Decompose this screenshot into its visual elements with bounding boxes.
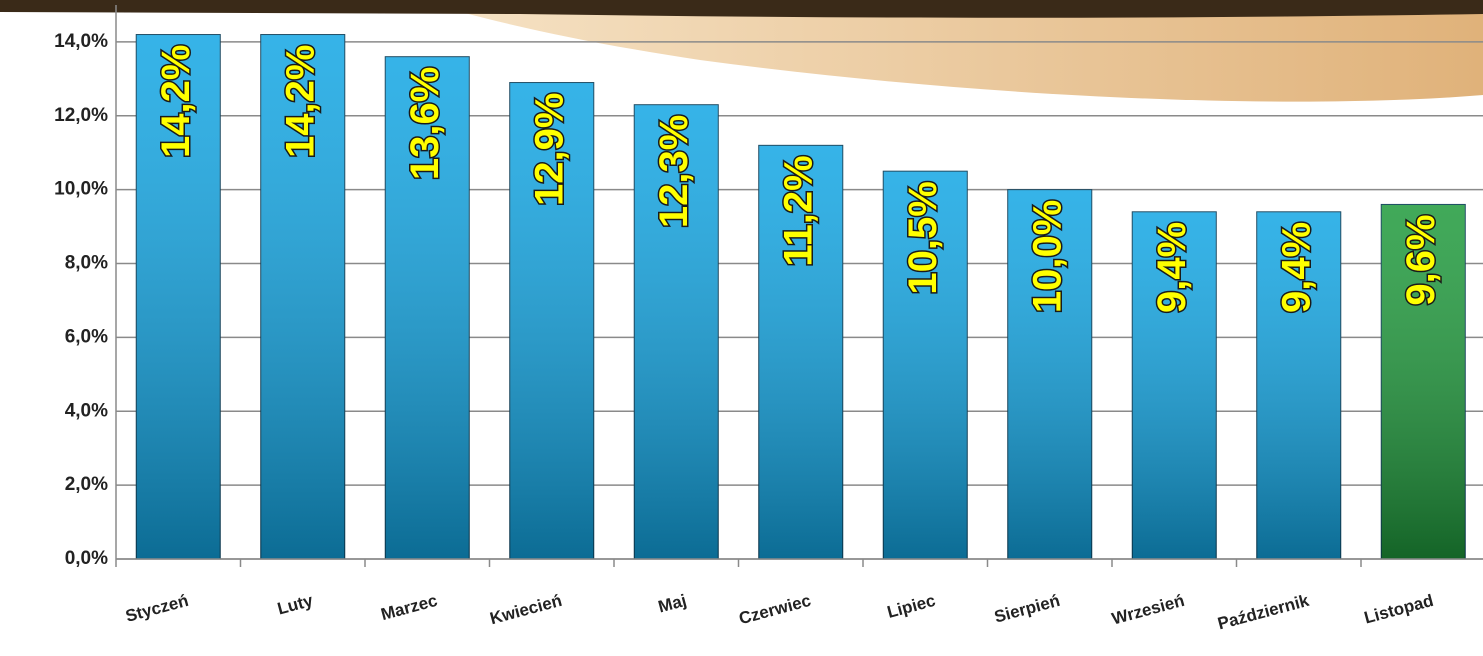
x-tick-label: Maj [656,591,688,617]
x-tick-label: Marzec [379,591,440,624]
bar-shade [509,82,594,559]
value-label: 10,0% [1025,200,1069,313]
x-tick-label: Lipiec [885,591,937,622]
bar-shade [1007,189,1092,559]
bar-shade [1381,204,1466,559]
y-tick-label: 8,0% [65,253,108,274]
value-label: 11,2% [776,155,820,266]
x-tick-label: Luty [275,591,315,619]
bar-shade [385,56,470,559]
decoration [420,0,1483,102]
bar-shade [1132,211,1217,559]
value-label: 12,3% [652,115,696,228]
x-tick-label: Kwiecień [488,591,564,628]
decoration-band [0,0,1483,18]
value-label: 14,2% [154,45,198,158]
value-label: 9,4% [1274,222,1318,313]
x-tick-label: Październik [1216,591,1312,634]
y-tick-label: 2,0% [65,474,108,495]
y-tick-label: 12,0% [54,105,108,126]
y-tick-label: 10,0% [54,179,108,200]
bar-shade [260,34,345,559]
y-tick-label: 14,0% [54,31,108,52]
x-tick-label: Wrzesień [1110,591,1187,629]
value-label: 14,2% [278,45,322,158]
y-tick-label: 4,0% [65,400,108,421]
x-tick-label: Styczeń [123,591,190,626]
bar-shade [634,104,719,559]
x-tick-label: Sierpień [992,591,1062,627]
value-label: 12,9% [527,93,571,206]
value-label: 9,6% [1399,214,1443,305]
bar-shade [1256,211,1341,559]
y-tick-label: 0,0% [65,548,108,569]
value-label: 10,5% [901,181,945,294]
bar-shade [883,171,968,559]
bar-shade [758,145,843,559]
value-label: 13,6% [403,67,447,180]
y-tick-label: 6,0% [65,326,108,347]
value-label: 9,4% [1150,222,1194,313]
bar-shade [136,34,221,559]
x-tick-label: Listopad [1362,591,1435,628]
x-tick-label: Czerwiec [737,591,813,628]
